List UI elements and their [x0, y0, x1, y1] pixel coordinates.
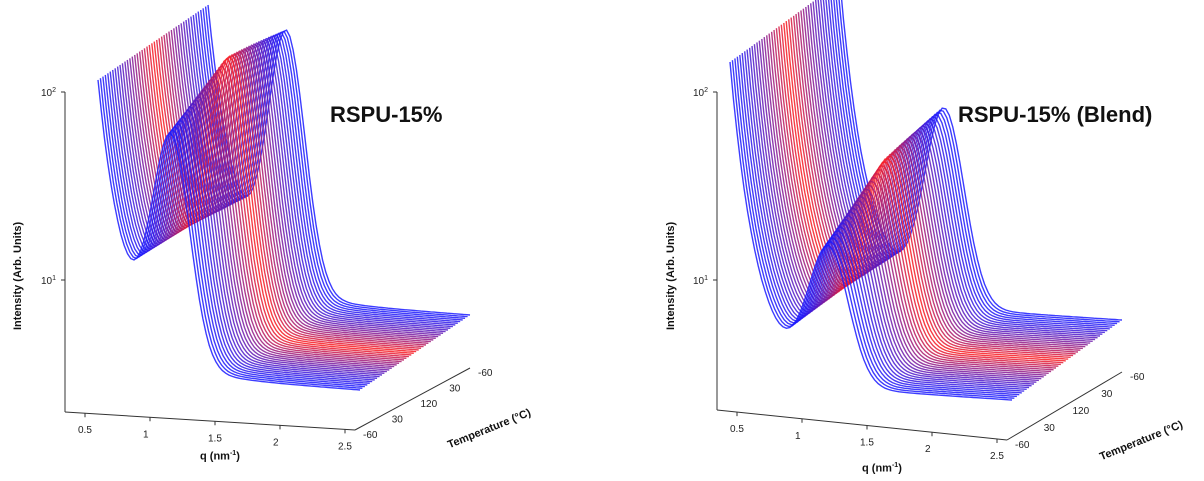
surface-curve	[173, 28, 436, 339]
surface-curve	[202, 8, 466, 319]
x-tick-label: 1.5	[208, 433, 222, 444]
surface-curve	[138, 51, 402, 363]
z-tick-label: 30	[1101, 389, 1113, 400]
surface-curve	[751, 45, 1035, 385]
surface-curve	[820, 0, 1103, 335]
surface-curve	[119, 64, 383, 376]
surface-curve	[109, 71, 373, 383]
surface-curve	[822, 0, 1105, 334]
surface-curve	[731, 60, 1015, 399]
x-tick-label: 1.5	[860, 438, 874, 449]
surface-curve	[129, 58, 392, 369]
y-tick-label: 101	[41, 275, 56, 287]
z-tick-label: -60	[1015, 440, 1030, 451]
surface-curve	[744, 51, 1027, 390]
surface-curve	[97, 79, 361, 391]
z-tick-label: -60	[1130, 372, 1145, 383]
surface-curve	[151, 43, 414, 354]
surface-curve	[175, 26, 439, 338]
x-tick-label: 2.5	[990, 451, 1004, 462]
z-tick-label: -60	[363, 430, 378, 441]
surface-curve	[197, 11, 461, 323]
surface-curve	[746, 49, 1030, 389]
surface-curves	[729, 0, 1123, 401]
z-tick-label: 30	[392, 415, 404, 426]
surface-curve	[134, 54, 397, 366]
surface-curve	[200, 9, 463, 321]
z-tick-label: 120	[421, 399, 438, 410]
surface-curve	[739, 54, 1022, 394]
chart-title: RSPU-15%	[330, 102, 443, 127]
surface-curve	[830, 0, 1113, 328]
z-tick-label: 30	[449, 384, 461, 395]
surface-curve	[785, 21, 1069, 360]
x-tick-label: 0.5	[78, 425, 92, 436]
x-tick-label: 2	[273, 437, 279, 448]
y-axis-label: Intensity (Arb. Units)	[665, 221, 677, 330]
surface-curve	[825, 0, 1108, 332]
z-tick-label: -60	[478, 368, 493, 379]
chart-title: RSPU-15% (Blend)	[958, 102, 1153, 127]
surface-curve	[131, 56, 395, 368]
surface-curve	[141, 49, 405, 361]
surface-curve	[204, 6, 468, 318]
surface-curve	[780, 24, 1064, 364]
surface-curve	[107, 73, 370, 384]
surface-curve	[833, 0, 1115, 326]
surface-curve	[153, 41, 417, 353]
x-axis-line	[64, 411, 356, 431]
surface-curve	[840, 0, 1123, 321]
surface-curve	[783, 22, 1066, 362]
surface-curve	[736, 56, 1020, 396]
surface-curve	[102, 76, 365, 388]
surface-curves	[97, 4, 471, 391]
surface-curve	[827, 0, 1110, 330]
surface-curve	[136, 53, 400, 364]
x-axis-line	[716, 409, 1008, 441]
z-axis-line	[1006, 371, 1123, 441]
surface-curve	[116, 66, 380, 378]
surface-curve	[178, 24, 441, 336]
surface-curve	[741, 53, 1025, 392]
surface-curve	[104, 74, 368, 386]
surface-curve	[835, 0, 1118, 325]
chart-panel-right: 102 101 0.5 1 1.5 2 2.5 -60 30 120 30 -60 RSPU-15% …	[602, 0, 1204, 481]
y-tick-label: 102	[693, 87, 708, 99]
x-tick-label: 0.5	[730, 424, 744, 435]
x-axis-label: q (nm-1)	[200, 450, 240, 463]
surface-curve	[158, 38, 422, 349]
surface-curve	[734, 58, 1017, 398]
surface-curve	[114, 68, 378, 379]
z-tick-label: 120	[1073, 406, 1090, 417]
surface-curve	[195, 13, 458, 324]
surface-plot-right: 102 101 0.5 1 1.5 2 2.5 -60 30 120 30 -60	[693, 0, 1145, 462]
surface-plot-left: 102 101 0.5 1 1.5 2 2.5 -60 30 120 30 -60	[41, 4, 493, 452]
y-tick-label: 101	[693, 275, 708, 287]
surface-curve	[729, 61, 1013, 401]
x-tick-label: 2.5	[338, 441, 352, 452]
surface-curve	[124, 61, 387, 373]
x-tick-label: 1	[795, 431, 801, 442]
surface-curve	[753, 44, 1037, 383]
surface-curve	[748, 47, 1032, 387]
y-axis-label: Intensity (Arb. Units)	[12, 221, 24, 330]
surface-curve	[126, 59, 390, 371]
surface-curve	[156, 39, 419, 351]
z-tick-label: 30	[1044, 423, 1056, 434]
surface-curve	[180, 23, 444, 334]
surface-curve	[112, 69, 375, 381]
surface-curve	[99, 78, 363, 389]
z-axis-line	[354, 367, 471, 431]
surface-curve	[121, 63, 385, 374]
x-axis-label: q (nm-1)	[862, 462, 902, 475]
x-tick-label: 2	[925, 444, 931, 455]
chart-panel-left: 102 101 0.5 1 1.5 2 2.5 -60 30 120 30 -60 RSPU-15% …	[12, 4, 533, 463]
y-tick-label: 102	[41, 87, 56, 99]
x-tick-label: 1	[143, 429, 149, 440]
